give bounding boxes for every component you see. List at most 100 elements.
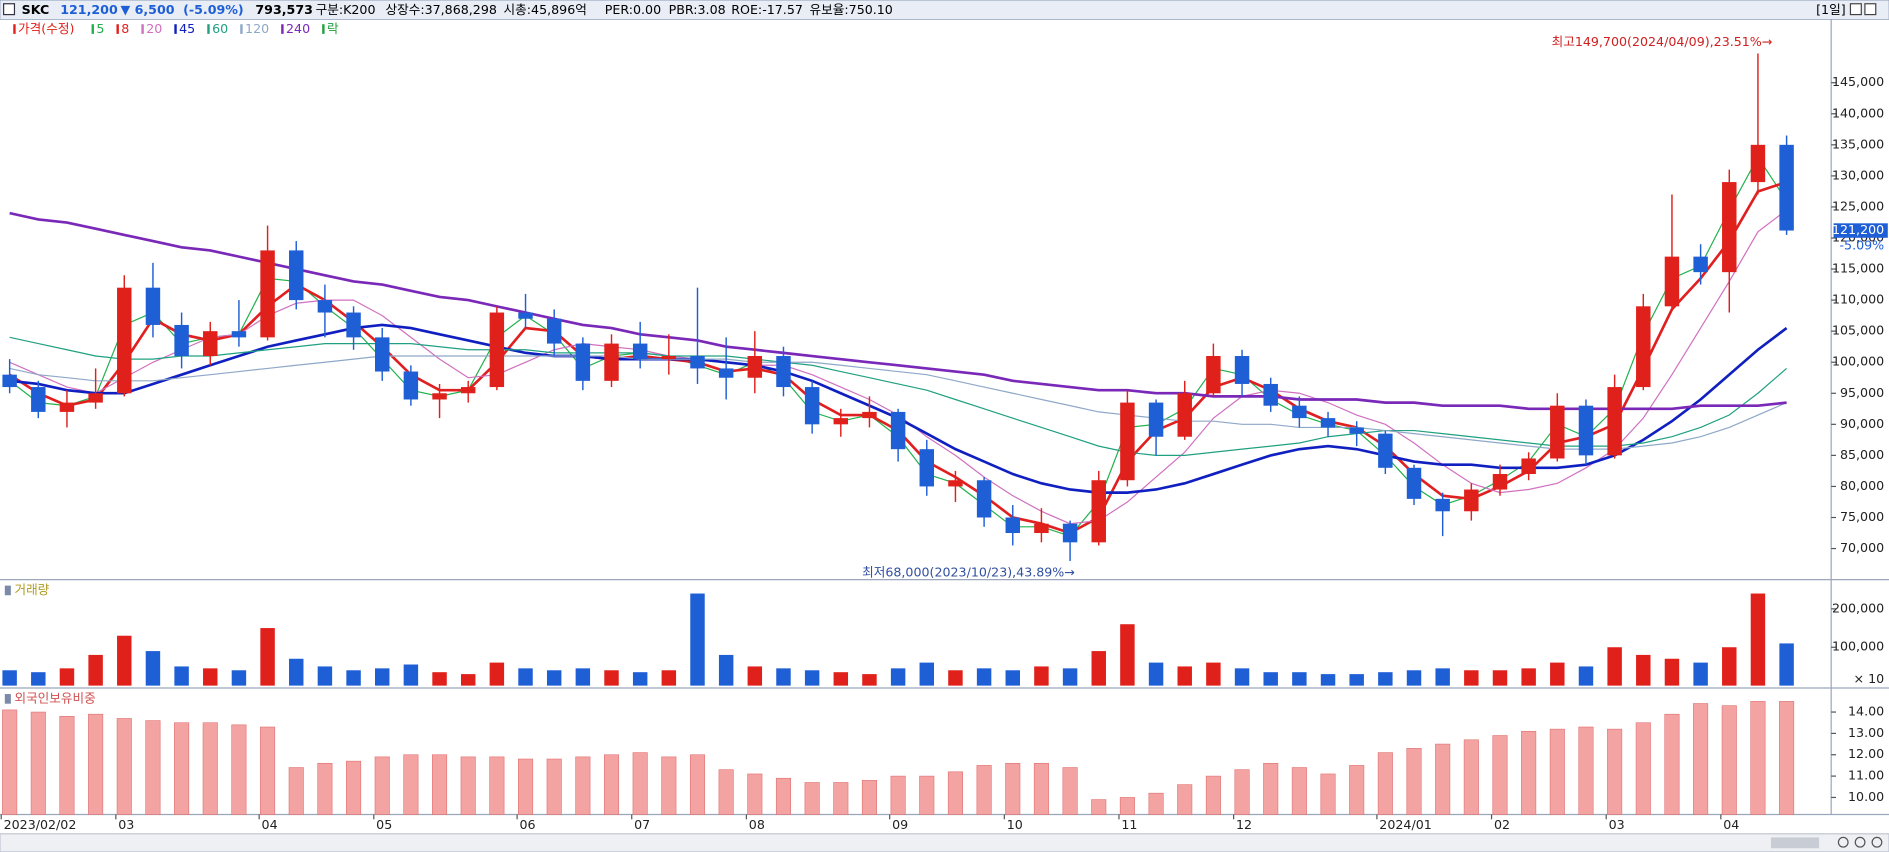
bar: [489, 662, 505, 686]
bar: [1205, 775, 1221, 815]
bar: [1750, 593, 1766, 686]
y-tick-label: 105,000: [1832, 323, 1884, 338]
bar: [174, 722, 190, 815]
legend-label: 45: [179, 21, 195, 36]
ma-line: [9, 355, 1787, 450]
bar: [1148, 662, 1164, 686]
candle-body: [1636, 306, 1651, 388]
bar: [661, 756, 677, 815]
bar: [1320, 773, 1336, 815]
y-tick-label: 10.00: [1848, 789, 1884, 804]
bar: [1148, 792, 1164, 815]
candle-body: [1722, 182, 1737, 273]
y-tick-label: 125,000: [1832, 198, 1884, 213]
candle-body: [174, 324, 189, 357]
legend-marker: [281, 24, 284, 34]
header-item: 구분:K200: [316, 2, 376, 17]
bar: [575, 668, 591, 686]
bar: [1177, 784, 1193, 815]
bar: [145, 651, 161, 686]
bar: [1005, 762, 1021, 815]
close-button[interactable]: [1864, 3, 1877, 16]
bar: [489, 756, 505, 815]
y-tick-label: 100,000: [1832, 639, 1884, 654]
candle-body: [919, 449, 935, 487]
bar: [833, 782, 849, 815]
legend-label: 240: [286, 21, 310, 36]
candle-body: [1464, 489, 1479, 512]
candle-body: [1148, 402, 1164, 437]
candle-body: [145, 287, 161, 325]
candle-body: [1693, 256, 1708, 273]
bar: [775, 777, 792, 815]
bar: [1664, 658, 1680, 686]
bar: [1378, 672, 1393, 686]
scrollbar[interactable]: [0, 833, 1889, 852]
candle-body: [432, 393, 447, 400]
bar: [1291, 767, 1307, 815]
bar: [1693, 662, 1708, 686]
candle-body: [1607, 387, 1622, 456]
bar: [1722, 647, 1737, 686]
bar: [1206, 662, 1221, 686]
bar: [260, 726, 276, 815]
candle-body: [346, 312, 361, 338]
x-tick-label: 12: [1236, 817, 1252, 832]
panel-marker: [4, 694, 11, 704]
candle-body: [661, 356, 677, 360]
bar: [1779, 643, 1794, 686]
bar: [1119, 797, 1135, 815]
candle-body: [403, 371, 419, 400]
last-price-box: [1833, 223, 1888, 238]
bar: [948, 670, 963, 686]
legend-marker: [207, 24, 210, 34]
bar: [1292, 672, 1307, 686]
scroll-thumb[interactable]: [1770, 837, 1820, 849]
bar: [1578, 726, 1594, 815]
bar: [518, 758, 534, 815]
candle-body: [489, 312, 505, 388]
candle-body: [1120, 402, 1135, 481]
candle-body: [317, 300, 333, 313]
header-item: ROE:-17.57: [731, 2, 803, 17]
candle-body: [260, 250, 275, 338]
bar: [288, 767, 304, 815]
zoom-out[interactable]: [1854, 836, 1866, 848]
y-tick-label: 80,000: [1840, 478, 1884, 493]
bar: [1062, 767, 1078, 815]
x-tick-label: 03: [1609, 817, 1625, 832]
bar: [432, 754, 448, 815]
candle-body: [88, 393, 103, 403]
bar: [374, 668, 390, 686]
header-change: ▼ 6,500: [120, 2, 174, 17]
legend-label: 8: [121, 21, 129, 36]
restore-button[interactable]: [1849, 3, 1862, 16]
candle-body: [117, 287, 132, 394]
zoom-reset[interactable]: [1871, 836, 1883, 848]
candle-body: [1779, 144, 1794, 231]
candle-body: [776, 356, 791, 388]
candle-body: [1091, 480, 1106, 543]
bar: [460, 756, 476, 815]
legend-label: 120: [245, 21, 269, 36]
zoom-in[interactable]: [1837, 836, 1849, 848]
bar: [747, 666, 763, 686]
bar: [1406, 670, 1422, 686]
bar: [862, 674, 877, 686]
x-tick-label: 2023/02/02: [4, 817, 77, 832]
bar: [59, 668, 75, 686]
bar: [1435, 668, 1450, 686]
y-tick-label: 14.00: [1848, 704, 1884, 719]
candle-body: [374, 337, 390, 372]
bar: [1492, 735, 1508, 815]
bar: [1549, 728, 1565, 815]
bar: [460, 674, 476, 686]
candle-body: [1177, 393, 1192, 437]
window-icon[interactable]: [3, 3, 16, 16]
legend-marker: [116, 24, 119, 34]
x-tick-label: 02: [1494, 817, 1510, 832]
bar: [1263, 762, 1279, 815]
zoom-icons: [1837, 836, 1883, 848]
header-item: 상장수:37,868,298: [386, 2, 497, 17]
bar: [88, 713, 104, 815]
